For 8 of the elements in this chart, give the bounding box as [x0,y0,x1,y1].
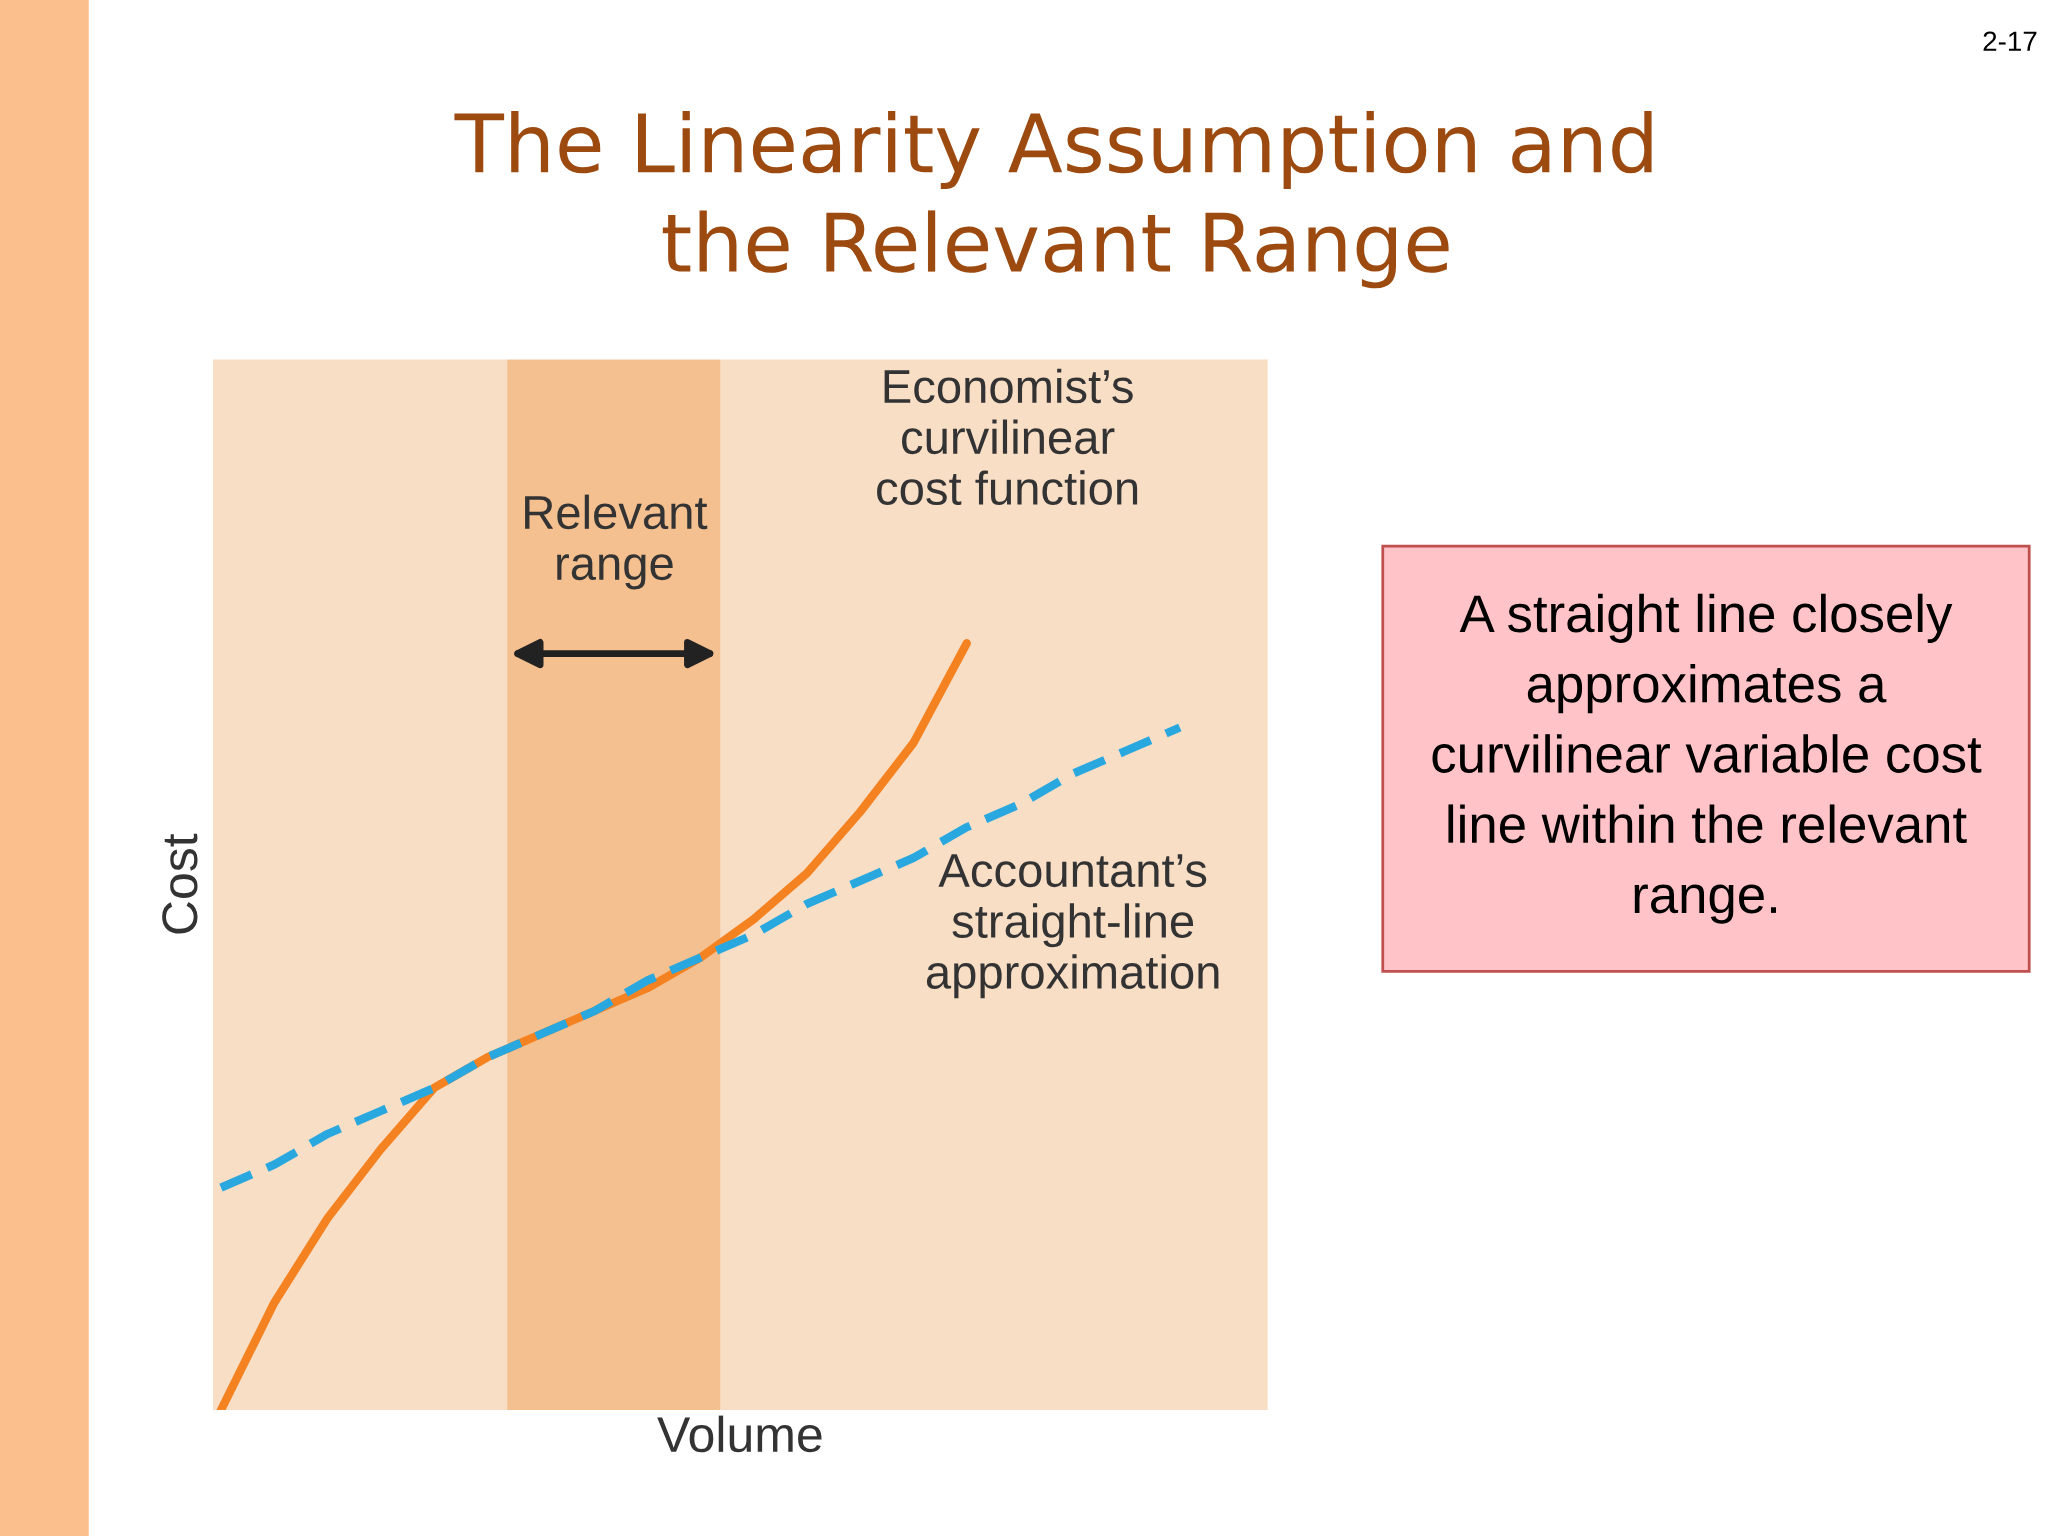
text: 2-17 [1983,31,2037,51]
text: Economist’s curvilinear cost function [877,368,1138,506]
chart-title: The Linearity Assumption and the Relevant Range [454,111,1652,289]
text: Relevant range [525,494,708,590]
x-axis-title: Volume [657,1415,822,1453]
text: A straight line closely approximates a curvilinear variable cost line within the relevant range. [1432,593,1982,924]
y-axis-title: Cost [162,833,198,934]
annotation: Accountant’s straight-line approximation [926,854,1219,999]
